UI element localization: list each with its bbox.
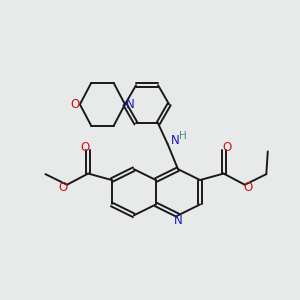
Text: N: N — [171, 134, 179, 147]
Text: N: N — [174, 214, 183, 227]
Text: O: O — [59, 181, 68, 194]
Text: H: H — [179, 131, 187, 141]
Text: N: N — [126, 98, 135, 111]
Text: O: O — [223, 141, 232, 154]
Text: O: O — [70, 98, 79, 111]
Text: O: O — [80, 141, 89, 154]
Text: O: O — [244, 181, 253, 194]
